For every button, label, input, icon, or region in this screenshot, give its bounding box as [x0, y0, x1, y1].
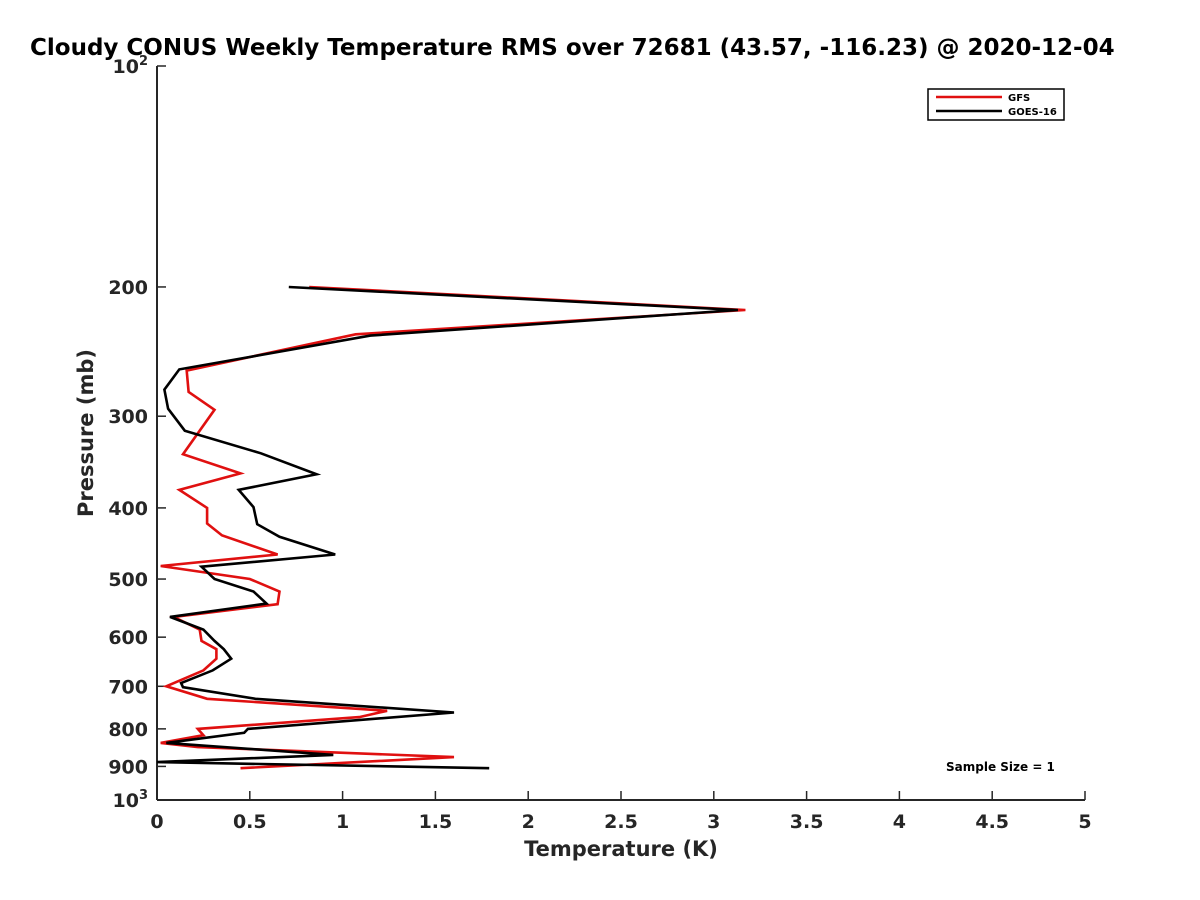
- x-tick-label: 4: [893, 811, 906, 833]
- series-lines: [156, 285, 746, 770]
- sample-size-annotation: Sample Size = 1: [946, 760, 1055, 774]
- x-tick-label: 1.5: [419, 811, 453, 833]
- y-tick-label: 800: [108, 719, 148, 741]
- x-tick-label: 0.5: [233, 811, 267, 833]
- legend-label-goes16: GOES-16: [1008, 107, 1057, 118]
- y-tick-label: 500: [108, 569, 148, 591]
- x-tick-label: 3.5: [790, 811, 824, 833]
- x-tick-label: 4.5: [975, 811, 1009, 833]
- y-tick-label: 102: [113, 54, 149, 78]
- y-axis-label: Pressure (mb): [74, 349, 98, 517]
- y-tick-label: 900: [108, 756, 148, 778]
- x-tick-label: 0: [150, 811, 163, 833]
- legend: GFS GOES-16: [927, 88, 1065, 121]
- x-axis-label: Temperature (K): [524, 837, 718, 861]
- y-tick-label: 103: [113, 788, 149, 812]
- x-tick-label: 2: [522, 811, 535, 833]
- x-tick-label: 3: [707, 811, 720, 833]
- series-line-goes16: [156, 285, 738, 770]
- x-tick-label: 1: [336, 811, 349, 833]
- chart-title: Cloudy CONUS Weekly Temperature RMS over…: [30, 35, 1115, 61]
- series-line-gfs: [160, 285, 746, 770]
- y-tick-label: 400: [108, 498, 148, 520]
- y-tick-label: 600: [108, 627, 148, 649]
- y-tick-label: 200: [108, 277, 148, 299]
- legend-box: [927, 88, 1065, 121]
- plot-area: [156, 66, 1085, 801]
- x-tick-label: 5: [1078, 811, 1091, 833]
- y-ticks: 102 200 300 400 500 600 700 800 900 103: [108, 54, 166, 812]
- x-tick-label: 2.5: [604, 811, 638, 833]
- y-tick-label: 700: [108, 676, 148, 698]
- legend-label-gfs: GFS: [1008, 93, 1030, 104]
- x-ticks: 0 0.5 1 1.5 2 2.5 3 3.5 4 4.5 5: [150, 791, 1092, 833]
- y-tick-label: 300: [108, 406, 148, 428]
